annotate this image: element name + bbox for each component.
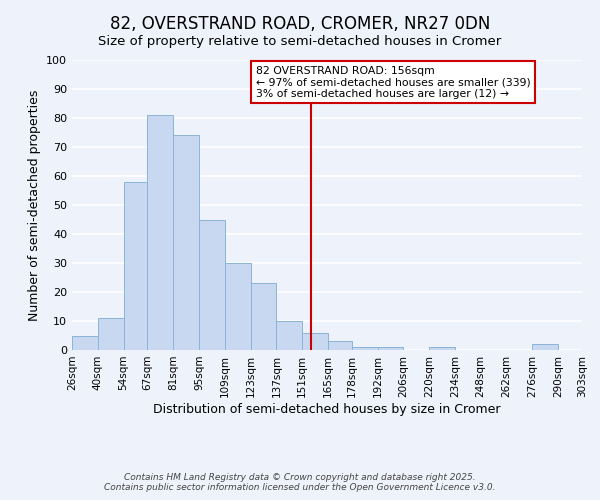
- Bar: [225, 263, 251, 350]
- Bar: [429, 347, 455, 350]
- Bar: [277, 321, 302, 350]
- Bar: [251, 284, 277, 350]
- Bar: [302, 332, 328, 350]
- Bar: [72, 336, 98, 350]
- Text: Contains HM Land Registry data © Crown copyright and database right 2025.
Contai: Contains HM Land Registry data © Crown c…: [104, 473, 496, 492]
- Bar: [532, 344, 558, 350]
- Bar: [377, 347, 403, 350]
- Text: 82 OVERSTRAND ROAD: 156sqm
← 97% of semi-detached houses are smaller (339)
3% of: 82 OVERSTRAND ROAD: 156sqm ← 97% of semi…: [256, 66, 530, 99]
- Bar: [328, 342, 352, 350]
- Y-axis label: Number of semi-detached properties: Number of semi-detached properties: [28, 90, 41, 320]
- Bar: [98, 318, 124, 350]
- Text: 82, OVERSTRAND ROAD, CROMER, NR27 0DN: 82, OVERSTRAND ROAD, CROMER, NR27 0DN: [110, 15, 490, 33]
- Bar: [148, 115, 173, 350]
- Text: Size of property relative to semi-detached houses in Cromer: Size of property relative to semi-detach…: [98, 35, 502, 48]
- Bar: [124, 182, 148, 350]
- Bar: [352, 347, 377, 350]
- Bar: [199, 220, 225, 350]
- Bar: [173, 136, 199, 350]
- X-axis label: Distribution of semi-detached houses by size in Cromer: Distribution of semi-detached houses by …: [153, 402, 501, 415]
